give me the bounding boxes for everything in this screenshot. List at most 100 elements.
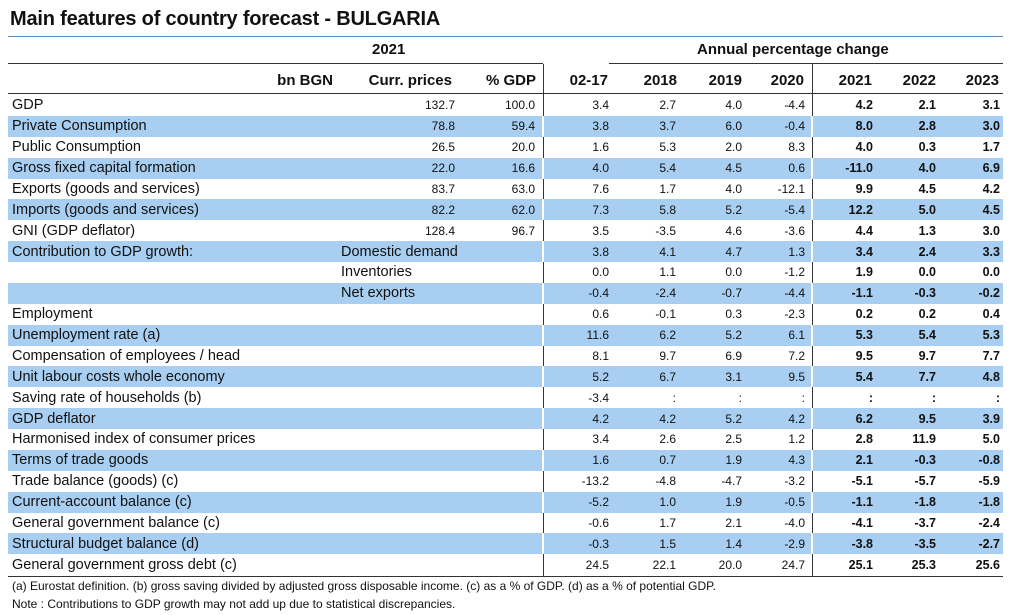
cell-2023: 3.3 <box>982 244 1000 259</box>
col-header-2020: 2020 <box>770 72 804 89</box>
cell-2021: 4.0 <box>855 140 873 155</box>
col-header-2021: 2021 <box>838 72 872 89</box>
cell-2019: -4.7 <box>721 474 742 489</box>
row-label: Current-account balance (c) <box>12 494 192 511</box>
cell-02-17: -13.2 <box>581 474 609 489</box>
cell-2022: 7.7 <box>918 369 936 384</box>
cell-2021: 9.5 <box>855 348 873 363</box>
cell-2019: 5.2 <box>725 202 742 217</box>
cell-02-17: -0.6 <box>588 515 609 530</box>
cell-2018: 6.7 <box>659 369 676 384</box>
cell-2021: -3.8 <box>851 536 873 551</box>
row-gap <box>811 282 813 304</box>
row-gap <box>811 533 813 555</box>
cell-2018: 9.7 <box>659 348 676 363</box>
cell-2020: 9.5 <box>788 369 805 384</box>
cell-2020: 7.2 <box>788 348 805 363</box>
cell-2019: 5.2 <box>725 411 742 426</box>
cell-2022: 5.4 <box>918 328 936 343</box>
cell-2022: : <box>931 390 936 405</box>
row-label: Trade balance (goods) (c) <box>12 473 179 490</box>
cell-2020: -3.6 <box>784 223 805 238</box>
cell-2018: 5.3 <box>659 140 676 155</box>
cell-2022: 1.3 <box>918 223 936 238</box>
cell-curr-prices: 22.0 <box>431 161 455 176</box>
cell-2019: 4.5 <box>725 161 742 176</box>
cell-2020: 4.2 <box>788 411 805 426</box>
cell-2018: 22.1 <box>652 557 676 572</box>
cell-2019: 1.9 <box>725 495 742 510</box>
cell-2020: -12.1 <box>777 181 805 196</box>
cell-2019: 4.0 <box>725 181 742 196</box>
cell-2019: 1.4 <box>725 536 742 551</box>
col-header-2023: 2023 <box>965 72 999 89</box>
row-gap <box>542 408 544 429</box>
cell-curr-prices <box>380 241 455 262</box>
cell-2022: 9.7 <box>918 348 936 363</box>
row-gap <box>542 115 544 137</box>
cell-2023: 3.0 <box>982 119 1000 134</box>
row-label: Terms of trade goods <box>12 452 149 469</box>
cell-2019: -0.7 <box>721 286 742 301</box>
cell-2021: 5.4 <box>855 369 873 384</box>
col-header-unit: bn BGN <box>277 72 333 89</box>
row-label: Private Consumption <box>12 118 147 135</box>
cell-2018: 5.8 <box>659 202 676 217</box>
row-gap <box>542 533 544 555</box>
col-header-pct-gdp: % GDP <box>485 72 536 89</box>
table-row: Gross fixed capital formation 22.0 16.6 4.0… <box>8 157 1003 179</box>
cell-2019: 2.1 <box>725 515 742 530</box>
cell-2021: : <box>868 390 873 405</box>
table-row: Private Consumption 78.8 59.4 3.8 3.7 6.0 -0.4… <box>8 115 1003 137</box>
cell-2020: 0.6 <box>788 161 805 176</box>
row-label: GNI (GDP deflator) <box>12 222 136 239</box>
cell-2022: -3.7 <box>914 515 936 530</box>
cell-2023: : <box>995 390 1000 405</box>
cell-2019: 5.2 <box>725 328 742 343</box>
cell-2023: -1.8 <box>978 495 1000 510</box>
cell-2018: -0.1 <box>655 307 676 322</box>
cell-2018: -3.5 <box>655 223 676 238</box>
cell-pct-gdp <box>464 429 535 450</box>
table-row: Employment 0.6 -0.1 0.3 -2.3 0.2 0.2 0.4 <box>8 304 1003 325</box>
footnote-definitions: (a) Eurostat definition. (b) gross savin… <box>12 579 716 593</box>
cell-pct-gdp <box>464 262 535 283</box>
forecast-table: GDP 132.7 100.0 3.4 2.7 4.0 -4.4 4.2 2.1 3.1 Priva… <box>8 95 1003 575</box>
cell-pct-gdp <box>464 325 535 346</box>
cell-2019: 20.0 <box>718 557 742 572</box>
cell-pct-gdp: 16.6 <box>511 161 535 176</box>
cell-curr-prices <box>380 429 455 450</box>
row-label: Public Consumption <box>12 139 141 156</box>
cell-02-17: 1.6 <box>592 453 609 468</box>
cell-2018: 4.1 <box>659 244 676 259</box>
cell-02-17: 3.4 <box>592 432 609 447</box>
table-row: Terms of trade goods 1.6 0.7 1.9 4.3 2.1 -0.3 -… <box>8 449 1003 471</box>
cell-2018: : <box>672 390 676 405</box>
cell-2022: -3.5 <box>914 536 936 551</box>
row-gap <box>542 491 544 513</box>
cell-2022: 4.5 <box>918 181 936 196</box>
row-label: General government gross debt (c) <box>12 556 237 573</box>
row-gap <box>542 324 544 346</box>
cell-2022: -5.7 <box>914 474 936 489</box>
cell-pct-gdp <box>464 450 535 471</box>
table-row: Exports (goods and services) 83.7 63.0 7.6 1… <box>8 179 1003 200</box>
cell-2018: 1.5 <box>659 536 676 551</box>
row-gap <box>542 282 544 304</box>
cell-2018: 4.2 <box>659 411 676 426</box>
cell-2022: 11.9 <box>912 432 936 447</box>
cell-2020: -0.5 <box>784 495 805 510</box>
cell-2020: -4.4 <box>784 286 805 301</box>
cell-2022: 2.1 <box>918 98 936 113</box>
cell-curr-prices <box>380 262 455 283</box>
cell-2018: 2.6 <box>659 432 676 447</box>
table-row: Unit labour costs whole economy 5.2 6.7 3.1… <box>8 366 1003 388</box>
cell-2019: 6.0 <box>725 119 742 134</box>
cell-2021: 4.2 <box>855 98 873 113</box>
change-group-header: Annual percentage change <box>697 41 889 58</box>
cell-2023: 7.7 <box>982 348 1000 363</box>
cell-curr-prices: 83.7 <box>431 181 455 196</box>
cell-2021: 2.1 <box>855 453 873 468</box>
cell-2019: 2.5 <box>725 432 742 447</box>
cell-2020: -3.2 <box>784 474 805 489</box>
